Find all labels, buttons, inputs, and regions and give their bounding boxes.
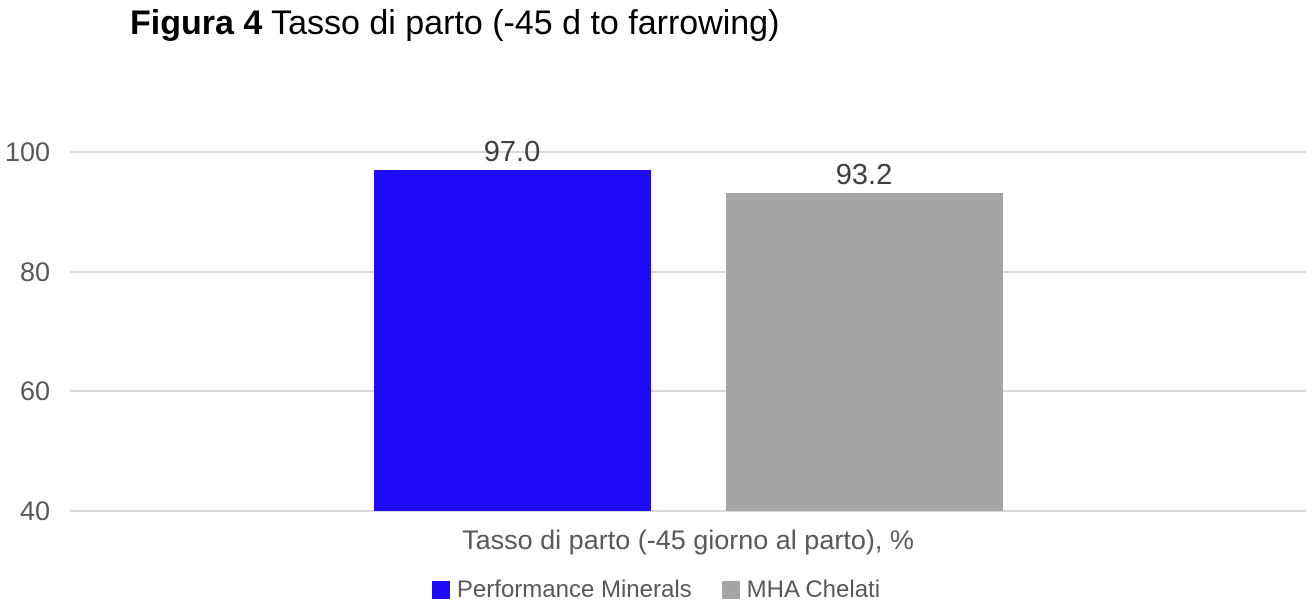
legend-item-performance-minerals: Performance Minerals (431, 576, 692, 604)
y-tick-label-40: 40 (19, 496, 50, 526)
gridline-60 (70, 390, 1306, 393)
legend-label-mha-chelati: MHA Chelati (746, 576, 881, 603)
chart-title-figure-number: Figura 4 (130, 4, 263, 42)
legend-swatch-mha-chelati (721, 581, 740, 599)
data-label-mha-chelati: 93.2 (835, 158, 893, 191)
gridline-40 (70, 510, 1306, 512)
plot-area: 97.0 93.2 (70, 136, 1306, 512)
gridline-80 (70, 270, 1306, 273)
legend-swatch-performance-minerals (431, 581, 450, 599)
data-label-performance-minerals: 97.0 (483, 135, 541, 168)
bar-performance-minerals (373, 169, 651, 511)
y-tick-label-100: 100 (4, 137, 50, 167)
chart-title: Figura 4 Tasso di parto (-45 d to farrowi… (130, 3, 779, 44)
bar-mha-chelati (725, 192, 1003, 511)
x-axis-label: Tasso di parto (-45 giorno al parto), % (462, 525, 914, 555)
y-tick-label-80: 80 (19, 256, 50, 287)
legend: Performance Minerals MHA Chelati (0, 576, 1312, 604)
legend-label-performance-minerals: Performance Minerals (456, 576, 692, 603)
chart-title-text: Tasso di parto (-45 d to farrowing) (271, 4, 780, 42)
legend-item-mha-chelati: MHA Chelati (721, 576, 881, 604)
y-tick-label-60: 60 (19, 376, 50, 407)
gridline-100 (70, 151, 1306, 153)
